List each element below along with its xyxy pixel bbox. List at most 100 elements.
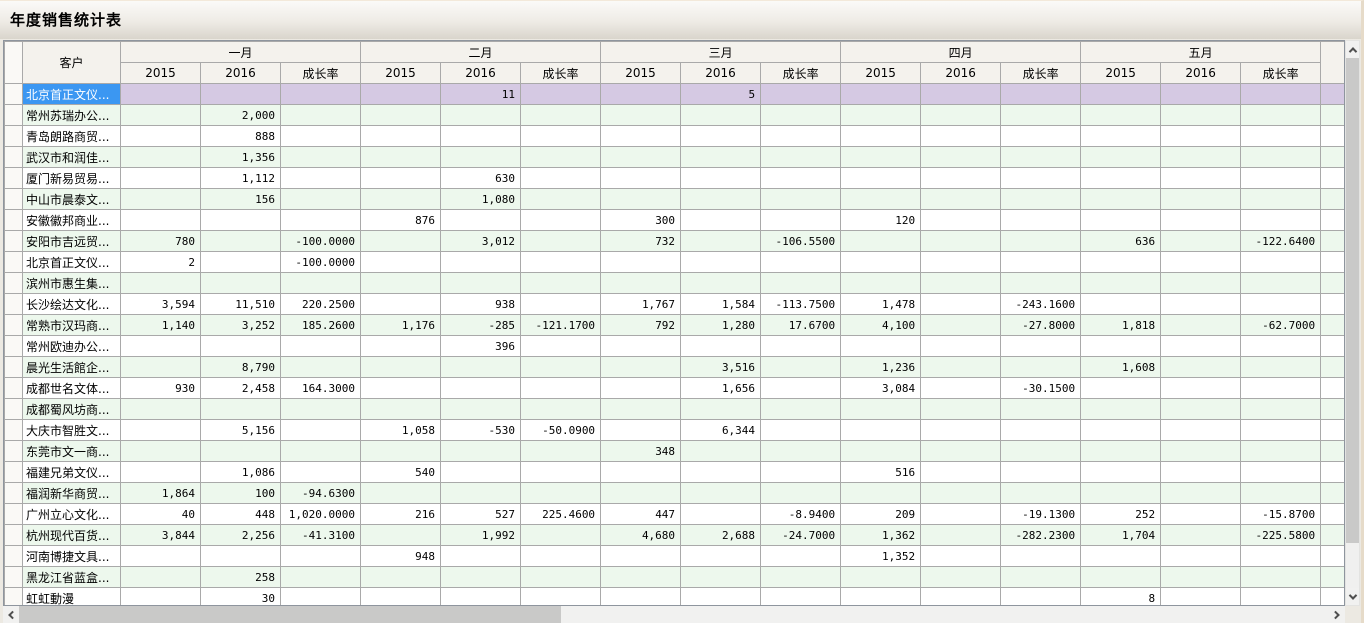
grid-cell[interactable] (360, 230, 442, 252)
grid-cell[interactable] (520, 188, 602, 210)
horizontal-scrollbar[interactable] (3, 606, 1345, 623)
grid-cell[interactable]: 1,656 (680, 377, 762, 399)
grid-cell[interactable]: 948 (360, 545, 442, 567)
grid-cell[interactable] (1000, 545, 1082, 567)
grid-cell[interactable] (920, 209, 1002, 231)
grid-cell[interactable] (1240, 146, 1322, 168)
grid-cell[interactable]: 1,080 (440, 188, 522, 210)
grid-cell[interactable] (279, 356, 362, 378)
grid-cell[interactable] (840, 587, 922, 605)
grid-cell[interactable]: 252 (1080, 503, 1162, 525)
grid-cell[interactable]: 527 (440, 503, 522, 525)
sub-column-header-4-3[interactable]: 成长率 (1000, 62, 1082, 84)
grid-cell[interactable] (120, 104, 201, 126)
grid-cell[interactable] (600, 587, 682, 605)
grid-cell[interactable] (920, 545, 1002, 567)
grid-cell[interactable] (360, 251, 442, 273)
grid-cell[interactable] (1000, 587, 1082, 605)
customer-cell[interactable]: 常州苏瑞办公... (22, 104, 121, 126)
table-row[interactable]: 河南博捷文具... 948 1,352 (4, 545, 1344, 567)
grid-cell[interactable]: 3,252 (200, 314, 281, 336)
grid-cell[interactable] (840, 230, 922, 252)
grid-cell[interactable] (600, 272, 682, 294)
grid-cell[interactable] (840, 272, 922, 294)
grid-cell[interactable]: 220.2500 (279, 293, 362, 315)
grid-cell[interactable] (1160, 209, 1242, 231)
grid-cell[interactable]: 1,478 (840, 293, 922, 315)
partial-next-column-cell[interactable] (1320, 293, 1344, 315)
grid-cell[interactable] (680, 251, 762, 273)
partial-next-column-cell[interactable] (1320, 83, 1344, 105)
grid-cell[interactable]: -41.3100 (279, 524, 362, 546)
grid-cell[interactable]: 225.4600 (520, 503, 602, 525)
grid-cell[interactable] (520, 356, 602, 378)
grid-cell[interactable] (760, 440, 842, 462)
sub-column-header-3-1[interactable]: 2015 (600, 62, 682, 84)
grid-cell[interactable] (279, 440, 362, 462)
grid-cell[interactable] (360, 482, 442, 504)
grid-cell[interactable]: 1,767 (600, 293, 682, 315)
grid-cell[interactable] (120, 440, 201, 462)
sub-column-header-1-3[interactable]: 成长率 (279, 62, 362, 84)
customer-cell[interactable]: 安徽徽邦商业... (22, 209, 121, 231)
customer-cell[interactable]: 晨光生活館企... (22, 356, 121, 378)
grid-cell[interactable] (920, 230, 1002, 252)
grid-cell[interactable] (600, 146, 682, 168)
grid-cell[interactable]: -225.5800 (1240, 524, 1322, 546)
grid-cell[interactable] (600, 104, 682, 126)
grid-cell[interactable] (920, 566, 1002, 588)
grid-cell[interactable]: -24.7000 (760, 524, 842, 546)
row-indicator[interactable] (4, 545, 23, 567)
sub-column-header-5-2[interactable]: 2016 (1160, 62, 1242, 84)
grid-cell[interactable]: -30.1500 (1000, 377, 1082, 399)
grid-cell[interactable] (200, 83, 281, 105)
grid-cell[interactable] (920, 440, 1002, 462)
grid-cell[interactable] (920, 104, 1002, 126)
grid-cell[interactable] (1240, 251, 1322, 273)
table-row[interactable]: 武汉市和润佳... 1,356 (4, 146, 1344, 168)
grid-cell[interactable] (920, 83, 1002, 105)
scroll-right-button[interactable] (1329, 606, 1345, 623)
grid-cell[interactable] (1080, 167, 1162, 189)
row-indicator[interactable] (4, 377, 23, 399)
row-indicator[interactable] (4, 83, 23, 105)
row-indicator[interactable] (4, 335, 23, 357)
customer-cell[interactable]: 成都世名文体... (22, 377, 121, 399)
grid-cell[interactable] (440, 146, 522, 168)
grid-cell[interactable]: 2,688 (680, 524, 762, 546)
grid-cell[interactable] (200, 398, 281, 420)
grid-cell[interactable] (360, 104, 442, 126)
grid-cell[interactable]: 1,236 (840, 356, 922, 378)
grid-cell[interactable] (840, 440, 922, 462)
grid-cell[interactable] (760, 251, 842, 273)
grid-cell[interactable] (680, 482, 762, 504)
grid-cell[interactable]: 258 (200, 566, 281, 588)
row-indicator[interactable] (4, 419, 23, 441)
grid-cell[interactable] (440, 461, 522, 483)
grid-cell[interactable] (279, 104, 362, 126)
grid-cell[interactable] (1080, 398, 1162, 420)
grid-cell[interactable]: 1,086 (200, 461, 281, 483)
sub-column-header-3-2[interactable]: 2016 (680, 62, 762, 84)
table-row[interactable]: 北京首正文仪... 11 5 (4, 83, 1344, 105)
grid-cell[interactable]: 3,594 (120, 293, 201, 315)
grid-cell[interactable]: -106.5500 (760, 230, 842, 252)
grid-cell[interactable] (1000, 461, 1082, 483)
table-row[interactable]: 晨光生活館企... 8,790 3,516 1,236 1,608 (4, 356, 1344, 378)
table-row[interactable]: 成都蜀风坊商... (4, 398, 1344, 420)
grid-cell[interactable] (1000, 566, 1082, 588)
grid-cell[interactable] (279, 125, 362, 147)
grid-cell[interactable] (1160, 503, 1242, 525)
grid-cell[interactable]: -8.9400 (760, 503, 842, 525)
grid-cell[interactable] (760, 587, 842, 605)
grid-cell[interactable] (1160, 545, 1242, 567)
month-group-header-1[interactable]: 一月 (119, 41, 362, 63)
grid-cell[interactable] (1160, 104, 1242, 126)
horizontal-scroll-thumb[interactable] (19, 606, 561, 623)
grid-cell[interactable]: 100 (200, 482, 281, 504)
grid-cell[interactable] (279, 146, 362, 168)
grid-cell[interactable] (680, 104, 762, 126)
grid-cell[interactable]: 300 (600, 209, 682, 231)
grid-cell[interactable] (360, 587, 442, 605)
grid-cell[interactable] (279, 209, 362, 231)
